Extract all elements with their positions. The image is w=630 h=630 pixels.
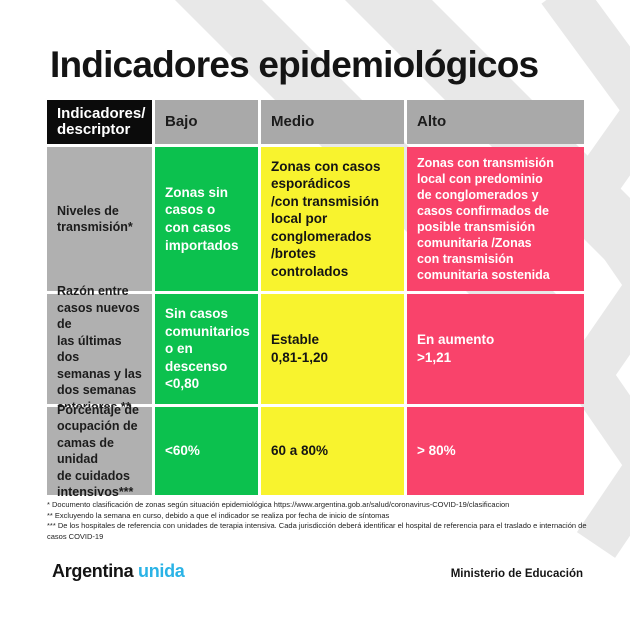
argentina-unida-logo: Argentina unida — [52, 561, 185, 582]
row-label-ocupacion-camas: Porcentaje de ocupación de camas de unid… — [47, 403, 152, 499]
footnote-2: ** Excluyendo la semana en curso, debido… — [47, 510, 390, 520]
ministry-label: Ministerio de Educación — [450, 568, 583, 580]
indicators-table: Indicadores/ descriptor Bajo Medio Alto … — [47, 100, 584, 499]
cell-razon-alto: En aumento >1,21 — [407, 294, 584, 404]
footnote-1: * Documento clasificación de zonas según… — [47, 500, 510, 509]
footnote-3: *** De los hospitales de referencia con … — [47, 521, 587, 541]
cell-ocupacion-medio: 60 a 80% — [261, 407, 404, 495]
row-label-razon-casos: Razón entre casos nuevos de las últimas … — [47, 284, 152, 414]
header-cell-medio: Medio — [261, 100, 404, 144]
footnotes: * Documento clasificación de zonas según… — [47, 500, 587, 542]
brand-unida: unida — [138, 561, 185, 581]
cell-transmision-medio: Zonas con casos esporádicos /con transmi… — [261, 147, 404, 291]
brand-argentina: Argentina — [52, 561, 134, 581]
row-label-niveles-transmision: Niveles de transmisión* — [47, 147, 152, 291]
cell-ocupacion-alto: > 80% — [407, 407, 584, 495]
cell-transmision-alto: Zonas con transmisión local con predomin… — [407, 147, 584, 291]
header-cell-descriptor: Indicadores/ descriptor — [47, 100, 152, 144]
header-cell-alto: Alto — [407, 100, 584, 144]
cell-razon-bajo: Sin casos comunitarios o en descenso <0,… — [155, 294, 258, 404]
cell-ocupacion-bajo: <60% — [155, 407, 258, 495]
cell-razon-medio: Estable 0,81-1,20 — [261, 294, 404, 404]
page-title: Indicadores epidemiológicos — [50, 44, 539, 85]
cell-transmision-bajo: Zonas sin casos o con casos importados — [155, 147, 258, 291]
header-cell-bajo: Bajo — [155, 100, 258, 144]
